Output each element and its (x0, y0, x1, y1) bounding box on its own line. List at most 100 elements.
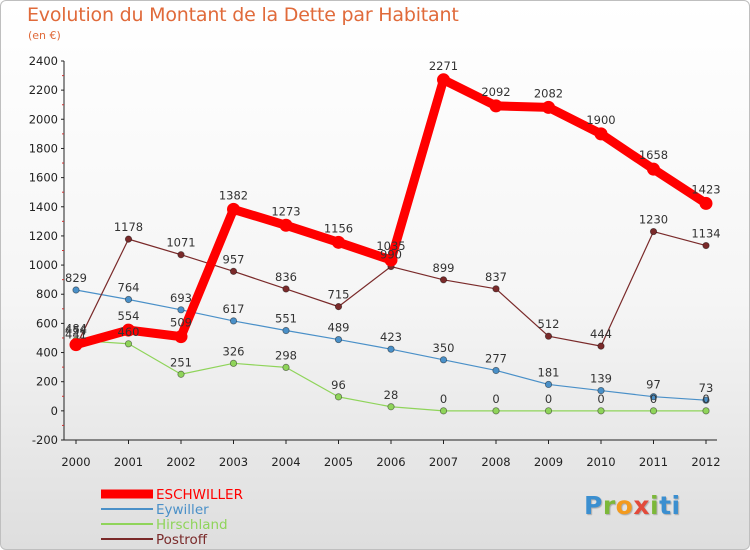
y-tick-label: 1000 (29, 258, 58, 272)
data-label: 2082 (534, 86, 563, 100)
data-label: 1178 (114, 220, 143, 234)
data-point (282, 363, 290, 372)
data-point (334, 335, 343, 344)
data-label: 990 (380, 248, 402, 262)
y-tick-label: 1800 (29, 141, 58, 155)
data-point (544, 407, 553, 415)
data-point (489, 99, 503, 113)
data-label: 837 (485, 270, 507, 284)
data-label: 2092 (481, 85, 510, 99)
data-label: 454 (65, 324, 87, 338)
legend-label: Hirschland (156, 517, 228, 533)
x-tick-label: 2007 (429, 455, 458, 469)
data-point (699, 196, 713, 210)
y-tick-label: 400 (36, 346, 58, 360)
data-point (122, 323, 135, 337)
data-label: 836 (275, 270, 297, 284)
data-point (492, 366, 500, 375)
data-point (387, 403, 395, 411)
x-tick-label: 2009 (534, 455, 563, 469)
data-point (439, 276, 448, 284)
x-tick-label: 2006 (376, 455, 405, 469)
data-label: 1230 (639, 213, 668, 227)
legend-label: Postroff (156, 532, 208, 548)
logo-letter: ti (659, 491, 681, 520)
chart-subtitle: (en €) (28, 29, 61, 42)
data-point (647, 162, 660, 176)
logo-letter: P (584, 491, 603, 520)
data-point (124, 340, 133, 348)
y-tick-label: 1200 (29, 229, 58, 243)
data-point (597, 386, 605, 395)
data-point (649, 227, 658, 236)
data-point (544, 332, 553, 340)
legend-label: Eywiller (156, 502, 209, 518)
data-label: 96 (331, 378, 346, 392)
data-label: 444 (590, 327, 612, 341)
data-point (544, 380, 553, 389)
x-tick-label: 2012 (691, 455, 720, 469)
y-tick-label: -200 (32, 433, 58, 447)
data-point (72, 286, 80, 294)
data-label: 0 (440, 392, 447, 406)
x-tick-label: 2001 (114, 455, 143, 469)
data-point (702, 241, 710, 250)
data-point (387, 345, 395, 353)
data-label: 957 (223, 252, 245, 266)
data-point (177, 251, 185, 259)
y-tick-label: 2000 (29, 112, 58, 126)
data-label: 28 (384, 388, 399, 402)
data-point (384, 253, 398, 267)
y-tick-label: 600 (36, 316, 58, 330)
data-label: 1035 (376, 239, 405, 253)
data-label: 298 (275, 348, 297, 362)
y-tick-label: 2400 (29, 54, 58, 68)
data-point (492, 285, 500, 293)
data-label: 1156 (324, 221, 353, 235)
data-label: 829 (65, 271, 87, 285)
data-label: 0 (702, 392, 709, 406)
data-point (279, 218, 293, 232)
x-tick-label: 2008 (481, 455, 510, 469)
data-label: 1134 (691, 227, 720, 241)
data-point (124, 235, 133, 243)
data-label: 423 (380, 330, 402, 344)
data-point (594, 127, 608, 141)
data-point (282, 326, 290, 335)
data-label: 0 (650, 392, 657, 406)
logo-letter: x (633, 491, 650, 520)
y-tick-label: 200 (36, 375, 58, 389)
data-label: 277 (485, 351, 507, 365)
data-point (124, 295, 133, 304)
x-tick-label: 2000 (61, 455, 90, 469)
x-tick-label: 2003 (219, 455, 248, 469)
y-tick-label: 1400 (29, 200, 58, 214)
data-label: 764 (118, 280, 140, 294)
data-point (174, 330, 188, 344)
data-point (437, 73, 450, 87)
data-point (492, 407, 500, 415)
y-tick-label: 0 (51, 404, 58, 418)
data-point (597, 342, 605, 350)
data-label: 97 (646, 378, 661, 392)
data-point (542, 100, 555, 114)
data-label: 484 (65, 321, 87, 335)
data-label: 715 (328, 288, 350, 302)
x-tick-label: 2011 (639, 455, 668, 469)
data-label: 899 (433, 261, 455, 275)
data-point (702, 407, 710, 415)
data-label: 554 (118, 309, 140, 323)
data-label: 73 (699, 381, 714, 395)
data-point (649, 393, 658, 401)
data-label: 509 (170, 316, 192, 330)
data-label: 251 (170, 355, 192, 369)
data-label: 350 (433, 341, 455, 355)
data-point (439, 407, 448, 415)
chart-title: Evolution du Montant de la Dette par Hab… (27, 4, 459, 26)
x-tick-label: 2005 (324, 455, 353, 469)
data-label: 0 (545, 392, 552, 406)
data-label: 512 (538, 317, 560, 331)
x-tick-label: 2004 (271, 455, 300, 469)
data-label: 617 (223, 302, 245, 316)
